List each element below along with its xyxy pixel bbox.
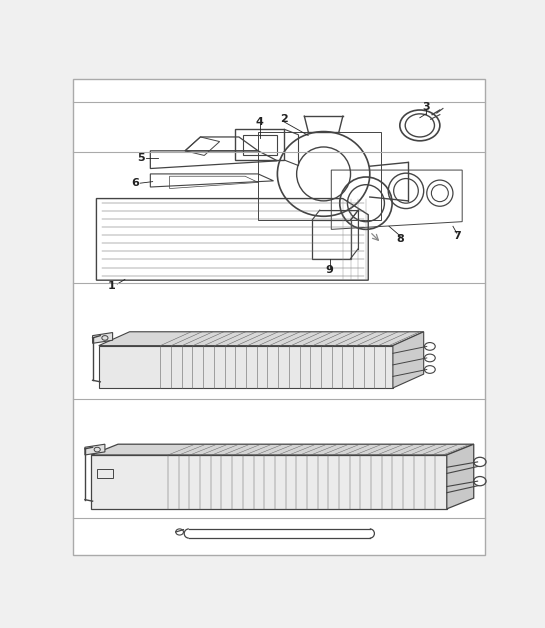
Text: 6: 6 bbox=[131, 178, 139, 188]
Text: 5: 5 bbox=[137, 153, 145, 163]
Polygon shape bbox=[99, 345, 393, 388]
Text: 7: 7 bbox=[453, 230, 461, 241]
Polygon shape bbox=[99, 332, 423, 345]
Polygon shape bbox=[85, 444, 105, 455]
Text: 3: 3 bbox=[422, 102, 430, 112]
Polygon shape bbox=[91, 455, 447, 509]
Text: 1: 1 bbox=[108, 281, 116, 291]
Polygon shape bbox=[447, 444, 474, 509]
FancyBboxPatch shape bbox=[74, 79, 485, 555]
Polygon shape bbox=[91, 444, 474, 455]
Text: 8: 8 bbox=[397, 234, 404, 244]
Text: 9: 9 bbox=[326, 265, 334, 275]
Text: 2: 2 bbox=[280, 114, 287, 124]
Polygon shape bbox=[393, 332, 423, 388]
Text: 4: 4 bbox=[256, 117, 264, 127]
Polygon shape bbox=[93, 333, 113, 344]
